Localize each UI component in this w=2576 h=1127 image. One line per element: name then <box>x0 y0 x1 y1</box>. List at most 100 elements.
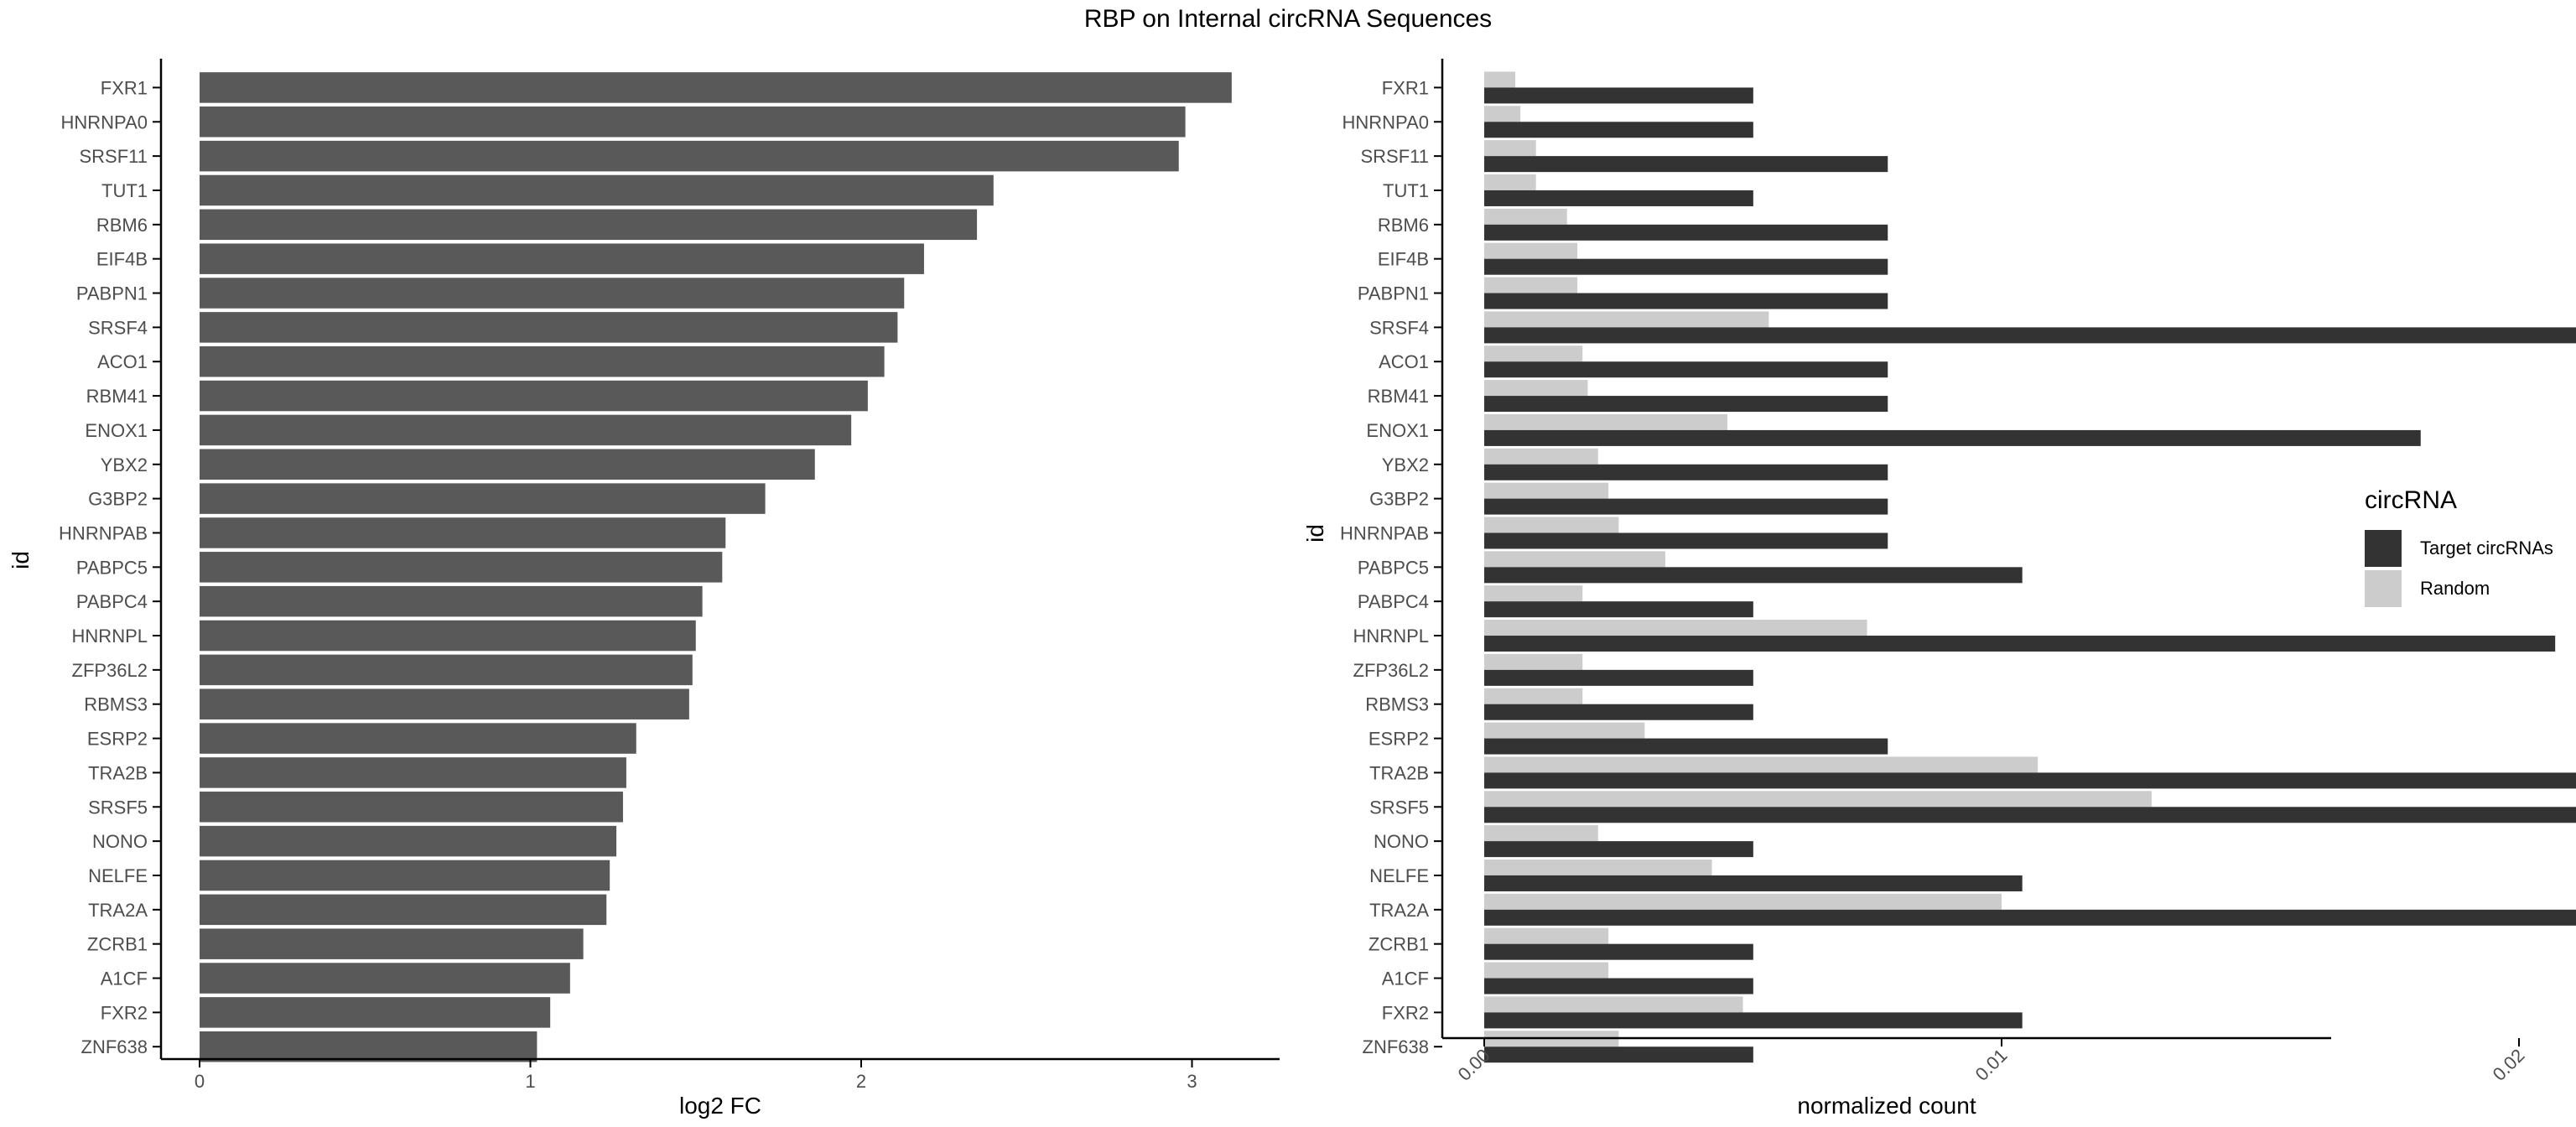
bar-log2fc-PABPC5 <box>200 552 723 583</box>
bar-target-G3BP2 <box>1484 498 1888 515</box>
y-tick-label: ZCRB1 <box>1368 934 1429 955</box>
y-tick-label: HNRNPA0 <box>60 112 148 132</box>
bar-random-RBMS3 <box>1484 688 1583 704</box>
legend-title: circRNA <box>2365 486 2457 514</box>
y-tick-label: RBM6 <box>96 215 148 236</box>
bar-log2fc-RBM6 <box>200 209 978 241</box>
y-tick-label: NELFE <box>1369 865 1429 886</box>
bar-target-HNRNPL <box>1484 636 2556 652</box>
bar-log2fc-PABPN1 <box>200 278 905 309</box>
bar-log2fc-EIF4B <box>200 243 924 274</box>
bar-log2fc-ENOX1 <box>200 414 852 446</box>
bar-random-ACO1 <box>1484 345 1583 362</box>
bar-log2fc-FXR2 <box>200 997 551 1028</box>
bar-target-PABPC5 <box>1484 567 2023 584</box>
bar-random-TRA2B <box>1484 756 2038 773</box>
bar-random-PABPC4 <box>1484 585 1583 602</box>
y-tick-label: FXR2 <box>101 1002 148 1023</box>
bar-random-HNRNPA0 <box>1484 106 1521 122</box>
y-tick-label: PABPC5 <box>1358 557 1429 578</box>
bar-target-TRA2B <box>1484 772 2576 789</box>
y-tick-label: HNRNPAB <box>59 522 148 543</box>
bar-random-HNRNPAB <box>1484 517 1619 533</box>
y-tick-label: PABPC4 <box>76 591 148 612</box>
bar-log2fc-HNRNPL <box>200 620 696 652</box>
bar-log2fc-NONO <box>200 825 617 857</box>
y-tick-label: NONO <box>1374 831 1429 852</box>
bar-log2fc-ZNF638 <box>200 1031 538 1062</box>
bar-target-TUT1 <box>1484 190 1753 206</box>
y-tick-label: ESRP2 <box>87 729 148 750</box>
bar-random-FXR2 <box>1484 996 1743 1013</box>
bar-target-SRSF4 <box>1484 327 2576 344</box>
bar-log2fc-G3BP2 <box>200 483 766 514</box>
bar-target-SRSF11 <box>1484 156 1888 173</box>
bar-random-NONO <box>1484 825 1598 842</box>
y-tick-label: A1CF <box>1382 969 1429 989</box>
bar-target-NONO <box>1484 841 1753 858</box>
y-tick-label: ZNF638 <box>1363 1036 1429 1057</box>
legend-swatch-random <box>2365 570 2402 607</box>
bar-target-HNRNPAB <box>1484 532 1888 549</box>
y-tick-label: TRA2A <box>88 900 148 921</box>
bar-random-HNRNPL <box>1484 620 1867 636</box>
bar-target-SRSF5 <box>1484 807 2576 823</box>
y-tick-label: ZNF638 <box>81 1036 148 1057</box>
bar-log2fc-RBMS3 <box>200 688 689 719</box>
bar-log2fc-ACO1 <box>200 345 885 377</box>
legend-label-random: Random <box>2420 578 2490 599</box>
bar-log2fc-YBX2 <box>200 449 815 480</box>
y-tick-label: ACO1 <box>97 351 148 372</box>
legend-swatch-target <box>2365 530 2402 567</box>
y-tick-label: ZCRB1 <box>87 934 148 955</box>
bar-target-RBM41 <box>1484 396 1888 413</box>
y-tick-label: G3BP2 <box>1369 489 1429 510</box>
bar-target-NELFE <box>1484 875 2023 891</box>
y-tick-label: SRSF11 <box>1360 146 1429 167</box>
y-tick-label: SRSF4 <box>88 317 148 338</box>
x-tick-label: 3 <box>1187 1071 1197 1092</box>
bar-random-RBM41 <box>1484 380 1588 397</box>
y-tick-label: YBX2 <box>1382 454 1429 475</box>
y-axis-title: id <box>1302 524 1328 543</box>
bar-target-FXR2 <box>1484 1012 2023 1029</box>
y-tick-label: EIF4B <box>1378 249 1429 270</box>
legend-item-target: Target circRNAs <box>2365 528 2553 569</box>
y-tick-label: RBMS3 <box>1365 694 1429 715</box>
bar-random-TRA2A <box>1484 893 2002 910</box>
x-tick-label: 0 <box>195 1071 205 1092</box>
bar-random-PABPC5 <box>1484 551 1665 568</box>
y-tick-label: TRA2A <box>1369 900 1429 921</box>
bar-log2fc-A1CF <box>200 963 570 994</box>
bar-random-ZCRB1 <box>1484 927 1609 944</box>
bar-log2fc-FXR1 <box>200 72 1232 103</box>
bar-log2fc-HNRNPAB <box>200 517 726 548</box>
x-tick-label: 0.02 <box>2489 1045 2529 1085</box>
x-tick-label: 0.01 <box>1971 1045 2012 1085</box>
x-axis-title: log2 FC <box>679 1093 761 1119</box>
chart-title: RBP on Internal circRNA Sequences <box>1083 5 1493 33</box>
y-tick-label: NONO <box>92 831 148 852</box>
bar-random-SRSF11 <box>1484 140 1536 157</box>
y-axis-title: id <box>8 551 34 569</box>
y-tick-label: FXR2 <box>1382 1002 1429 1023</box>
y-tick-label: PABPC5 <box>76 557 148 578</box>
bar-log2fc-ZCRB1 <box>200 928 584 959</box>
y-tick-label: FXR1 <box>1382 77 1429 98</box>
bar-random-G3BP2 <box>1484 482 1609 499</box>
bar-target-PABPC4 <box>1484 601 1753 618</box>
bar-random-PABPN1 <box>1484 277 1578 293</box>
bar-target-TRA2A <box>1484 909 2576 926</box>
y-tick-label: RBM41 <box>86 386 148 407</box>
bar-log2fc-NELFE <box>200 860 610 891</box>
y-tick-label: EIF4B <box>96 249 148 270</box>
bar-random-SRSF4 <box>1484 311 1769 328</box>
x-tick-label: 2 <box>856 1071 866 1092</box>
bar-random-RBM6 <box>1484 208 1567 225</box>
bar-random-NELFE <box>1484 859 1712 875</box>
bar-log2fc-ZFP36L2 <box>200 654 693 686</box>
y-tick-label: PABPC4 <box>1358 591 1429 612</box>
bar-log2fc-PABPC4 <box>200 585 703 617</box>
